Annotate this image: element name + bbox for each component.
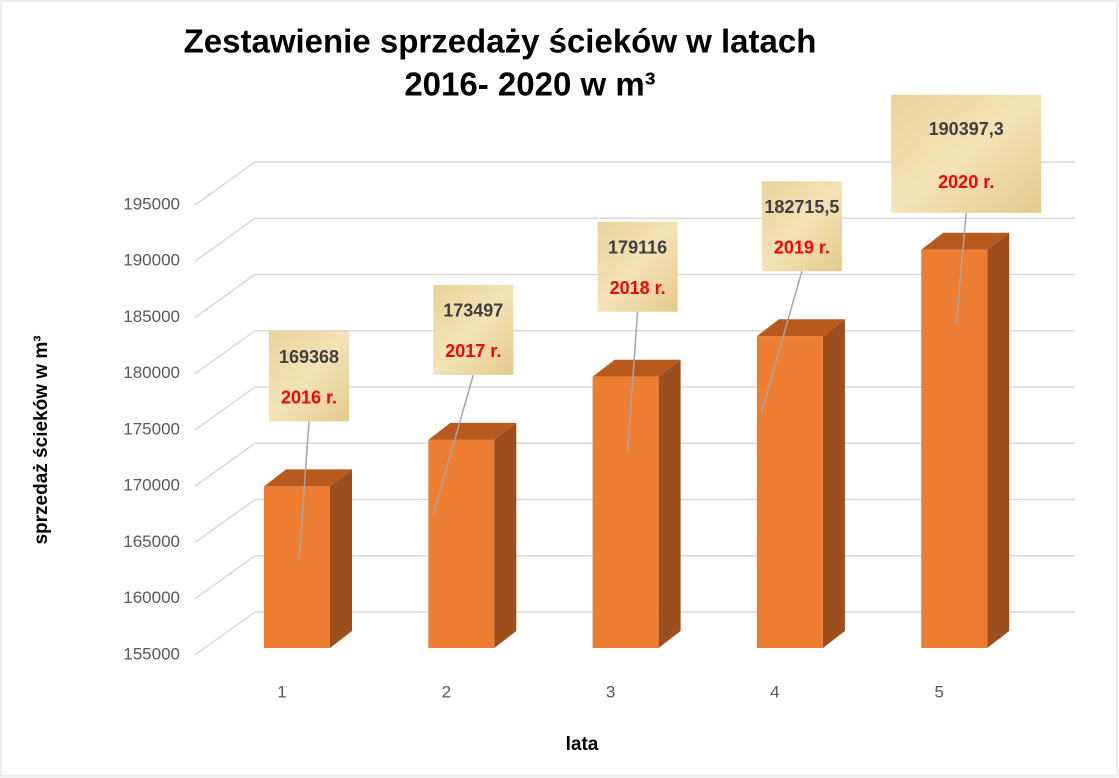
y-axis-label: sprzedaż ścieków w m³	[31, 335, 52, 544]
y-tick-label: 185000	[123, 307, 180, 326]
year-label: 2019 r.	[774, 237, 830, 257]
bar	[428, 439, 495, 648]
bar-side	[494, 422, 517, 648]
label-box	[597, 221, 678, 312]
bar	[921, 249, 988, 648]
bar	[264, 486, 330, 648]
y-tick-label: 155000	[123, 644, 180, 663]
data-label: 169368	[279, 347, 339, 367]
label-box	[433, 284, 514, 375]
y-tick-label: 190000	[123, 251, 180, 270]
year-label: 2016 r.	[281, 388, 337, 408]
label-box	[761, 181, 842, 272]
leader-line	[298, 421, 310, 562]
data-label: 190397,3	[929, 119, 1004, 139]
y-tick-label: 165000	[123, 532, 180, 551]
x-tick-label: 4	[770, 682, 779, 701]
label-box	[269, 331, 349, 422]
y-tick-label: 175000	[123, 419, 180, 438]
y-tick-label: 195000	[123, 194, 180, 213]
y-tick-label: 170000	[123, 476, 180, 495]
chart-title: 2016- 2020 w m³	[404, 66, 655, 103]
bar-top	[921, 232, 1010, 250]
year-label: 2018 r.	[610, 278, 666, 298]
bar	[756, 336, 823, 648]
leader-line	[955, 212, 967, 325]
leader-line	[432, 374, 475, 516]
bar-side	[330, 469, 352, 648]
bar-side	[658, 359, 681, 648]
bar-top	[592, 359, 681, 377]
year-label: 2017 r.	[445, 341, 501, 361]
bar-top	[756, 319, 845, 337]
bar-top	[264, 469, 352, 487]
x-tick-label: 2	[442, 682, 451, 701]
chart-title: Zestawienie sprzedaży ścieków w latach	[184, 23, 817, 60]
y-tick-label: 160000	[123, 588, 180, 607]
leader-line	[761, 270, 803, 412]
data-label: 182715,5	[764, 197, 839, 217]
bar-top	[428, 422, 517, 440]
y-tick-label: 180000	[123, 363, 180, 382]
bar-side	[822, 319, 845, 648]
data-label: 179116	[608, 237, 667, 257]
bar-side	[987, 232, 1010, 648]
data-label: 173497	[443, 301, 503, 321]
leader-line	[626, 311, 639, 452]
year-label: 2020 r.	[938, 172, 994, 192]
label-box	[891, 94, 1042, 213]
x-tick-label: 1	[277, 682, 286, 701]
x-axis-label: lata	[566, 734, 599, 755]
bar	[592, 376, 659, 648]
x-tick-label: 3	[606, 682, 615, 701]
grid-line	[194, 161, 1075, 206]
x-tick-label: 5	[934, 682, 943, 701]
